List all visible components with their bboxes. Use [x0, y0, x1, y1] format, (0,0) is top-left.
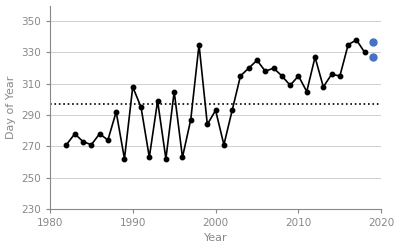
Y-axis label: Day of Year: Day of Year: [6, 75, 16, 139]
X-axis label: Year: Year: [204, 234, 228, 244]
